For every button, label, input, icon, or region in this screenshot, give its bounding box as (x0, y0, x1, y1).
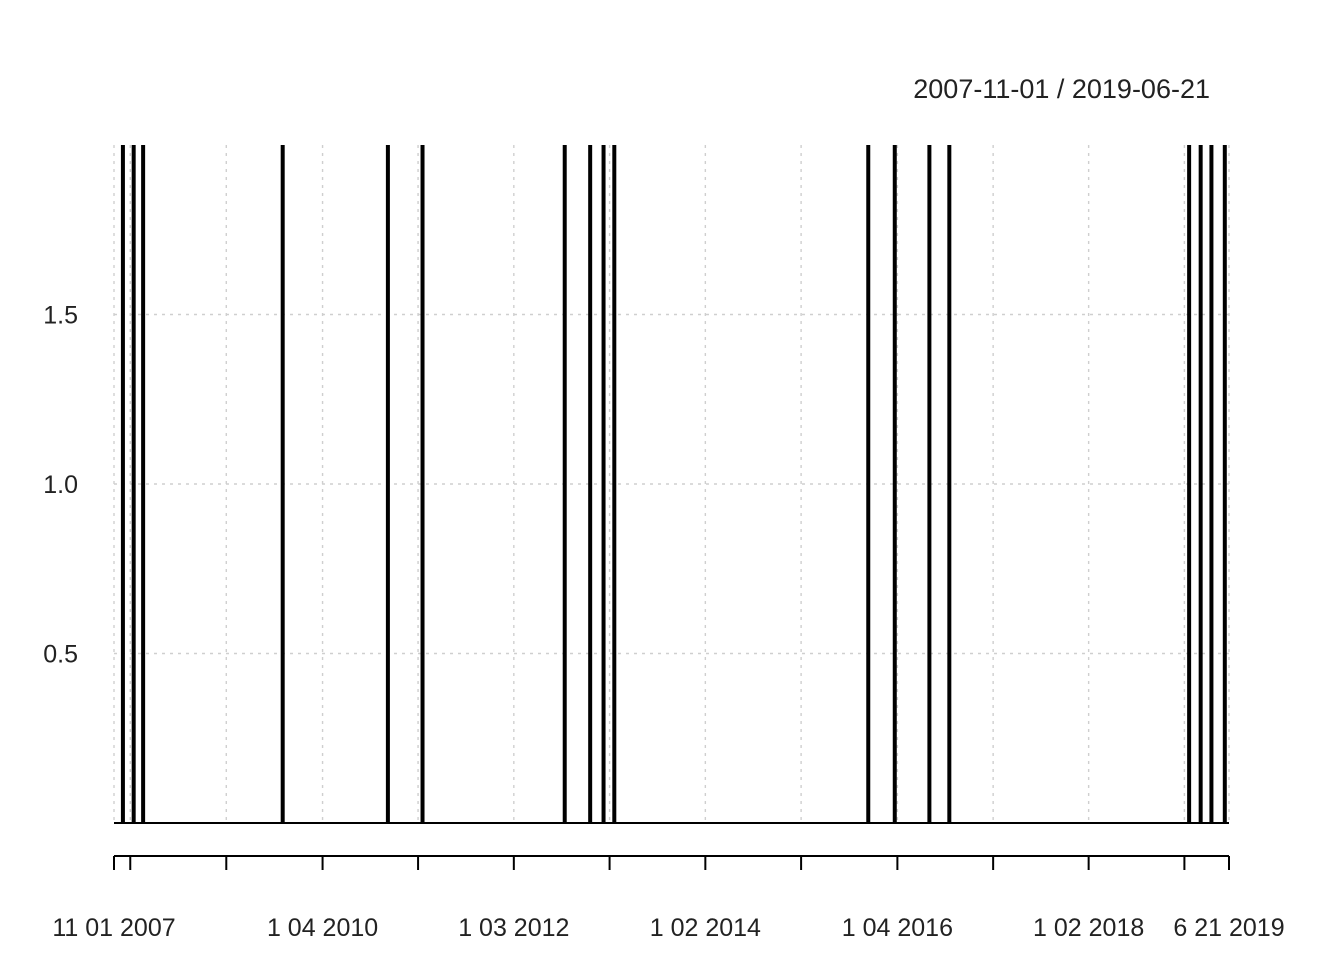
x-tick-label: 1 04 2016 (842, 914, 953, 942)
x-tick-label: 1 02 2014 (650, 914, 761, 942)
date-range-label: 2007-11-01 / 2019-06-21 (913, 74, 1210, 104)
x-tick-label: 6 21 2019 (1173, 914, 1284, 942)
y-axis-labels: 0.5 1.0 1.5 (43, 302, 78, 669)
x-axis-labels: 11 01 2007 1 04 2010 1 03 2012 1 02 2014 1 0… (52, 914, 1284, 942)
y-tick-label: 0.5 (43, 641, 78, 669)
y-tick-label: 1.0 (43, 471, 78, 499)
x-axis-ticks (113, 856, 1230, 870)
x-tick-label: 1 03 2012 (458, 914, 569, 942)
series-spikes (120, 145, 1227, 823)
x-tick-label: 1 02 2018 (1033, 914, 1144, 942)
x-tick-label: 1 04 2010 (267, 914, 378, 942)
x-tick-label: 11 01 2007 (52, 914, 175, 942)
grid-lines (113, 145, 1230, 823)
y-tick-label: 1.5 (43, 302, 78, 330)
